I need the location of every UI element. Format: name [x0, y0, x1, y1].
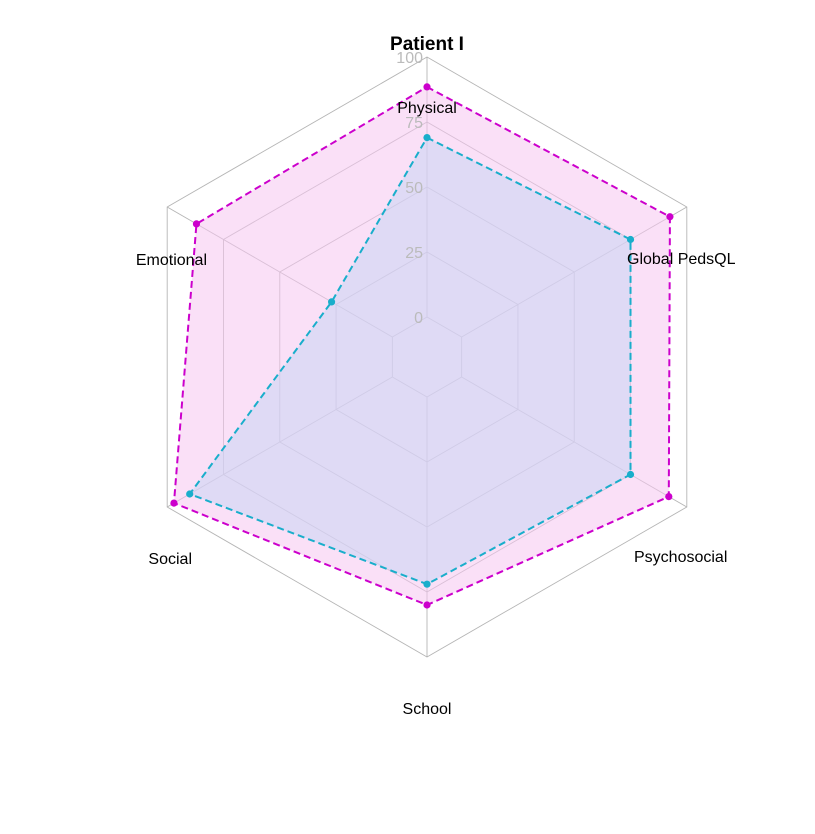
tick-label-2: 50	[405, 180, 423, 197]
series-0-point-5	[192, 220, 201, 228]
series-1-point-1	[626, 235, 635, 244]
series-1-point-3	[423, 580, 431, 588]
axis-label-0: Physical	[397, 100, 457, 117]
tick-label-3: 75	[405, 115, 423, 132]
series-0-point-1	[666, 213, 674, 221]
series-1-point-5	[327, 298, 336, 306]
axis-label-4: Social	[148, 551, 192, 568]
axis-labels: Physical Global PedsQL Psychosocial School S…	[136, 100, 736, 718]
axis-label-5: Emotional	[136, 252, 207, 269]
series-lines	[170, 83, 674, 609]
series-1-point-4	[186, 490, 194, 498]
series-0-point-0	[423, 83, 431, 91]
tick-labels: 0 25 50 75 100	[396, 50, 423, 327]
axis-label-2: Psychosocial	[634, 549, 727, 566]
tick-label-1: 25	[405, 245, 423, 262]
axis-label-3: School	[403, 701, 452, 718]
series-0-point-3	[423, 601, 431, 609]
series-0-point-2	[665, 493, 673, 501]
tick-label-4: 100	[396, 50, 423, 67]
series-0-point-4	[170, 499, 178, 507]
tick-label-0: 0	[414, 310, 423, 327]
series-1-area	[189, 137, 631, 585]
series-fills	[173, 86, 670, 605]
chart-title: Patient I	[390, 34, 464, 55]
axis-label-1: Global PedsQL	[627, 251, 736, 268]
series-1-point-2	[626, 470, 635, 479]
series-1-point-0	[423, 134, 431, 142]
